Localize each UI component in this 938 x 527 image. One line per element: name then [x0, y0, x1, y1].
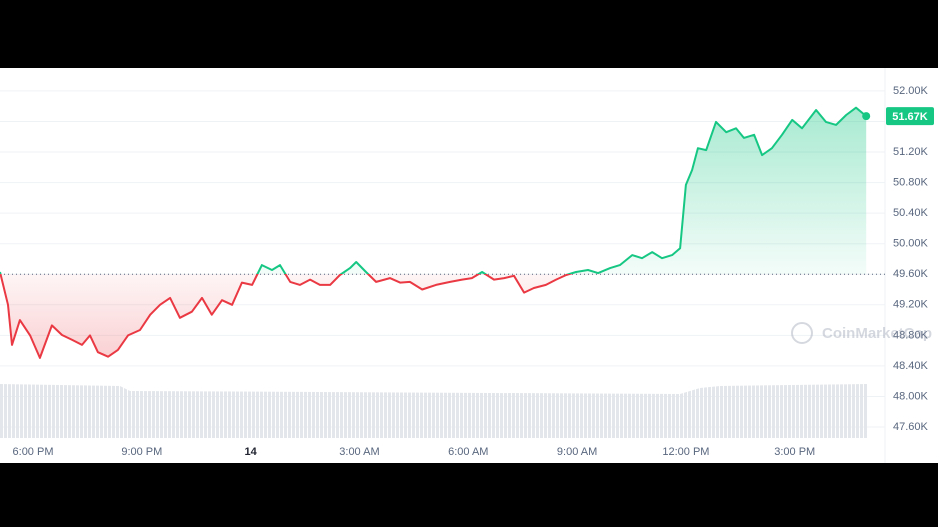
x-tick-label: 3:00 AM [339, 446, 379, 458]
y-tick-label: 50.80K [893, 176, 929, 188]
watermark-text: CoinMarketCap [822, 325, 932, 342]
watermark: CoinMarketCap [791, 322, 932, 344]
y-tick-label: 51.20K [893, 146, 929, 158]
top-bar [0, 0, 938, 68]
x-tick-label: 9:00 PM [121, 446, 162, 458]
x-tick-label: 12:00 PM [662, 446, 709, 458]
price-line [0, 106, 867, 359]
x-tick-label: 6:00 PM [13, 446, 54, 458]
area-fill [0, 107, 867, 358]
y-tick-label: 49.20K [893, 299, 929, 311]
bottom-bar [0, 463, 938, 527]
y-tick-label: 48.80K [893, 329, 929, 341]
y-tick-label: 47.60K [893, 421, 929, 433]
y-tick-label: 50.00K [893, 238, 929, 250]
y-tick-label: 48.40K [893, 360, 929, 372]
x-tick-label: 9:00 AM [557, 446, 597, 458]
price-tag [886, 107, 934, 126]
y-tick-label: 52.00K [893, 85, 929, 97]
volume-band [0, 384, 868, 438]
last-point [862, 112, 871, 121]
x-tick-label: 3:00 PM [774, 446, 815, 458]
y-tick-label: 48.00K [893, 390, 929, 402]
x-tick-label: 6:00 AM [448, 446, 488, 458]
price-tag-label: 51.67K [892, 111, 928, 123]
y-tick-label: 49.60K [893, 268, 929, 280]
x-tick-label: 14 [245, 446, 258, 458]
y-tick-label: 50.40K [893, 207, 929, 219]
